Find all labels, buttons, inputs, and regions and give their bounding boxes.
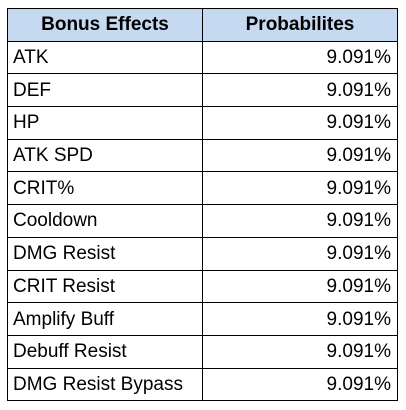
probability-cell: 9.091%: [202, 40, 398, 75]
header-bonus-effects: Bonus Effects: [7, 8, 203, 42]
effect-cell: Cooldown: [7, 204, 203, 238]
bonus-effects-table: Bonus Effects Probabilites ATK 9.091% DE…: [7, 8, 398, 402]
effect-cell: DMG Resist: [7, 236, 203, 271]
effect-cell: ATK SPD: [7, 138, 203, 173]
table-row: DEF 9.091%: [7, 73, 398, 108]
table-header-row: Bonus Effects Probabilites: [7, 8, 398, 42]
table-row: Cooldown 9.091%: [7, 204, 398, 238]
table-row: Amplify Buff 9.091%: [7, 302, 398, 336]
table-row: ATK 9.091%: [7, 40, 398, 75]
probability-cell: 9.091%: [202, 269, 398, 304]
probability-cell: 9.091%: [202, 204, 398, 238]
effect-cell: CRIT%: [7, 171, 203, 206]
table-row: DMG Resist 9.091%: [7, 236, 398, 271]
header-probabilities: Probabilites: [202, 8, 398, 42]
probability-cell: 9.091%: [202, 138, 398, 173]
probability-cell: 9.091%: [202, 171, 398, 206]
table-row: DMG Resist Bypass 9.091%: [7, 367, 398, 402]
effect-cell: HP: [7, 106, 203, 140]
table-row: CRIT% 9.091%: [7, 171, 398, 206]
effect-cell: ATK: [7, 40, 203, 75]
effect-cell: DMG Resist Bypass: [7, 367, 203, 402]
probability-cell: 9.091%: [202, 302, 398, 336]
probability-cell: 9.091%: [202, 334, 398, 369]
table-row: CRIT Resist 9.091%: [7, 269, 398, 304]
table-row: Debuff Resist 9.091%: [7, 334, 398, 369]
effect-cell: Debuff Resist: [7, 334, 203, 369]
probability-cell: 9.091%: [202, 106, 398, 140]
probability-cell: 9.091%: [202, 367, 398, 402]
table-row: ATK SPD 9.091%: [7, 138, 398, 173]
probability-cell: 9.091%: [202, 73, 398, 108]
effect-cell: Amplify Buff: [7, 302, 203, 336]
table-row: HP 9.091%: [7, 106, 398, 140]
effect-cell: CRIT Resist: [7, 269, 203, 304]
effect-cell: DEF: [7, 73, 203, 108]
probability-cell: 9.091%: [202, 236, 398, 271]
